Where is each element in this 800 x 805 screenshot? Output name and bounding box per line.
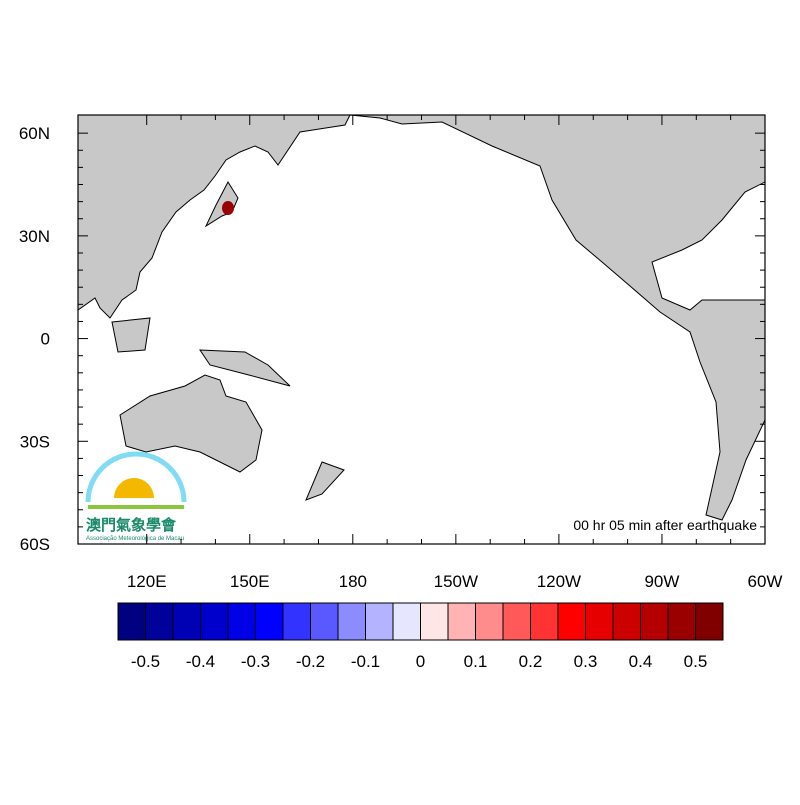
- y-tick-label: 0: [41, 330, 50, 349]
- colorbar-box: [392, 602, 421, 641]
- y-tick-label: 60S: [20, 535, 50, 554]
- colorbar-box: [667, 602, 696, 641]
- colorbar-box: [337, 602, 366, 641]
- asia: [77, 114, 351, 319]
- colorbar-box: [200, 602, 229, 641]
- logo-ground: [88, 505, 184, 509]
- x-tick-label: 150W: [434, 572, 478, 591]
- colorbar-box: [585, 602, 614, 641]
- colorbar-box: [557, 602, 586, 641]
- colorbar-box: [145, 602, 174, 641]
- x-tick-label: 120E: [127, 572, 167, 591]
- colorbar-label: -0.5: [131, 652, 160, 671]
- colorbar-box: [420, 602, 449, 641]
- colorbar-box: [172, 602, 201, 641]
- colorbar-label: 0.4: [629, 652, 653, 671]
- colorbar-box: [530, 602, 559, 641]
- y-tick-label: 30S: [20, 432, 50, 451]
- new-zealand: [305, 461, 345, 501]
- colorbar-box: [227, 602, 256, 641]
- wave-source: [222, 201, 234, 215]
- new-guinea: [199, 349, 291, 387]
- x-tick-label: 120W: [537, 572, 581, 591]
- borneo: [111, 317, 151, 353]
- x-tick-label: 180: [339, 572, 367, 591]
- y-tick-label: 30N: [19, 227, 50, 246]
- logo-sun: [114, 478, 154, 498]
- colorbar-label: 0.2: [519, 652, 543, 671]
- colorbar-label: 0.3: [574, 652, 598, 671]
- logo-arc: [85, 451, 187, 503]
- x-tick-label: 60W: [748, 572, 783, 591]
- land: [77, 114, 766, 521]
- colorbar-label: -0.1: [351, 652, 380, 671]
- australia: [119, 374, 263, 473]
- colorbar-box: [117, 602, 146, 641]
- colorbar-box: [255, 602, 284, 641]
- colorbar-label: 0.5: [684, 652, 708, 671]
- x-tick-label: 90W: [644, 572, 679, 591]
- colorbar-label: -0.3: [241, 652, 270, 671]
- colorbar-box: [640, 602, 669, 641]
- colorbar-box: [282, 602, 311, 641]
- y-tick-label: 60N: [19, 124, 50, 143]
- colorbar-label: 0.1: [464, 652, 488, 671]
- colorbar-box: [447, 602, 476, 641]
- logo: 澳門氣象學會 Associação Meteorológica de Macau: [85, 451, 187, 542]
- logo-subtitle: Associação Meteorológica de Macau: [86, 536, 184, 542]
- colorbar-box: [612, 602, 641, 641]
- colorbar-box: [502, 602, 531, 641]
- colorbar-label: -0.4: [186, 652, 215, 671]
- colorbar-label: 0: [416, 652, 425, 671]
- colorbar-box: [365, 602, 394, 641]
- colorbar-box: [695, 602, 724, 641]
- colorbar-box: [310, 602, 339, 641]
- x-tick-label: 150E: [230, 572, 270, 591]
- logo-title: 澳門氣象學會: [86, 516, 177, 534]
- colorbar-box: [475, 602, 504, 641]
- colorbar-label: -0.2: [296, 652, 325, 671]
- americas: [349, 114, 766, 521]
- annotation: 00 hr 05 min after earthquake: [573, 517, 757, 533]
